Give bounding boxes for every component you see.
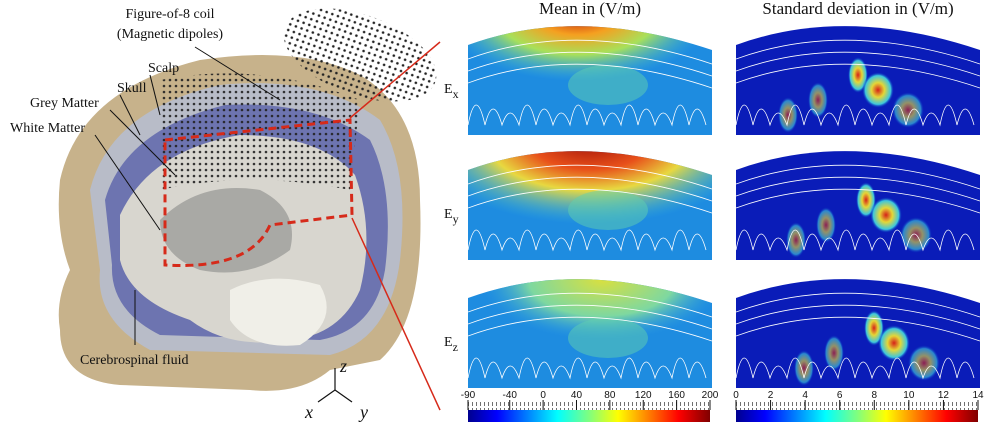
column-title: Standard deviation in (V/m)	[762, 0, 953, 18]
csf-label: Cerebrospinal fluid	[80, 353, 188, 368]
colorbar-tick-label: 4	[802, 390, 808, 401]
field-panel	[468, 140, 712, 260]
row-label: Ex	[444, 82, 459, 101]
colorbar-tick-label: -40	[502, 390, 517, 401]
colorbar-tick-label: -90	[461, 390, 476, 401]
field-panel	[468, 268, 712, 388]
colorbar-tick-label: 10	[903, 390, 915, 401]
field-panel	[736, 268, 980, 388]
colorbar-tick-label: 40	[571, 390, 583, 401]
axis-x: x	[304, 402, 313, 422]
field-panel	[736, 140, 980, 260]
skull-label: Skull	[117, 81, 147, 96]
colorbar-tick-label: 2	[768, 390, 774, 401]
row-label-base: E	[444, 335, 453, 350]
colorbar-tick-label: 0	[733, 390, 739, 401]
axis-z: z	[339, 356, 347, 376]
colorbar	[468, 410, 710, 422]
column-title: Mean in (V/m)	[539, 0, 641, 18]
colorbar-tick-label: 200	[702, 390, 719, 401]
row-label-sub: z	[453, 340, 458, 354]
axis-y: y	[358, 402, 368, 422]
figure: Figure-of-8 coil (Magnetic dipoles) Scal…	[0, 0, 986, 428]
colorbar-tick-label: 6	[837, 390, 843, 401]
colorbar	[736, 410, 978, 422]
colorbar-tick-label: 14	[972, 390, 984, 401]
colorbar-tick-label: 80	[604, 390, 616, 401]
grey-matter-label: Grey Matter	[30, 96, 99, 111]
coil-sublabel: (Magnetic dipoles)	[117, 27, 223, 42]
row-label-base: E	[444, 207, 453, 222]
field-panel	[468, 15, 712, 135]
coil-label: Figure-of-8 coil	[125, 7, 214, 22]
colorbar-tick-label: 120	[635, 390, 652, 401]
row-label-sub: y	[453, 212, 459, 226]
head-illustration	[59, 0, 449, 410]
row-label-sub: x	[453, 87, 459, 101]
row-label: Ez	[444, 335, 458, 354]
row-label-base: E	[444, 82, 453, 97]
colorbar-tick-label: 0	[540, 390, 546, 401]
field-panel	[736, 15, 980, 135]
row-label: Ey	[444, 207, 459, 226]
colorbar-tick-label: 8	[872, 390, 878, 401]
white-matter-label: White Matter	[10, 121, 85, 136]
scalp-label: Scalp	[148, 61, 179, 76]
colorbar-tick-label: 160	[668, 390, 685, 401]
colorbar-tick-label: 12	[938, 390, 950, 401]
